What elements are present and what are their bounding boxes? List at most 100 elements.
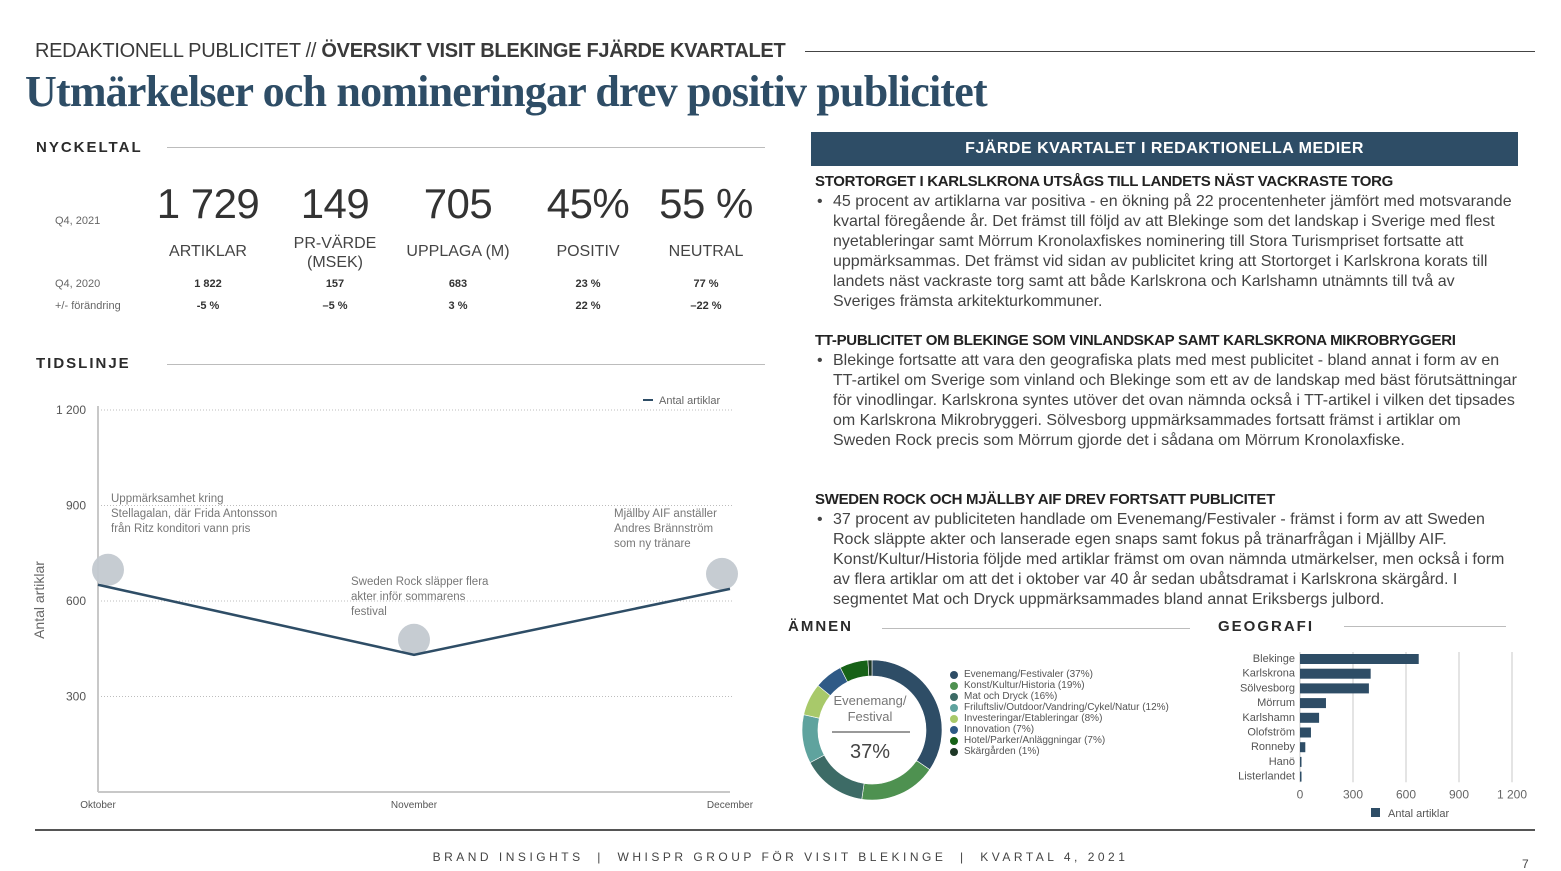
- donut-slice: [868, 660, 872, 676]
- news-heading: SWEDEN ROCK OCH MJÄLLBY AIF DREV FORTSAT…: [815, 490, 1520, 510]
- kicker-divider: [805, 51, 1535, 52]
- y-tick-label: 600: [66, 594, 86, 608]
- y-tick-label: 1 200: [56, 403, 86, 417]
- legend-swatch: [950, 671, 958, 679]
- donut-slice: [802, 715, 824, 763]
- kpi-label: UPPLAGA (M): [393, 242, 523, 261]
- donut-center-label: Evenemang/: [834, 693, 907, 708]
- annotation-line: akter inför sommarens: [351, 591, 466, 603]
- bar: [1300, 683, 1369, 693]
- legend-swatch: [950, 704, 958, 712]
- tidslinje-heading: TIDSLINJE: [36, 355, 131, 372]
- kpi-value: 1 729: [143, 180, 273, 228]
- bar: [1300, 713, 1319, 723]
- news-item-3: SWEDEN ROCK OCH MJÄLLBY AIF DREV FORTSAT…: [815, 490, 1520, 610]
- kicker-bold: ÖVERSIKT VISIT BLEKINGE FJÄRDE KVARTALET: [321, 40, 785, 62]
- bar: [1300, 757, 1302, 767]
- kpi-previous: 23 %: [523, 278, 653, 290]
- x-tick-label: 600: [1396, 787, 1416, 801]
- news-bullet: •Blekinge fortsatte att vara den geograf…: [815, 351, 1520, 451]
- amnen-divider: [882, 628, 1190, 629]
- y-tick-label: Olofström: [1247, 727, 1295, 739]
- geografi-divider: [1344, 626, 1506, 627]
- geografi-heading: GEOGRAFI: [1218, 618, 1314, 635]
- kpi-change: –22 %: [641, 300, 771, 312]
- annotation-line: festival: [351, 606, 387, 618]
- nyckeltal-divider: [167, 147, 765, 148]
- row-label-change: +/- förändring: [55, 300, 121, 312]
- legend-label: Evenemang/Festivaler (37%): [964, 669, 1093, 680]
- legend-item: Friluftsliv/Outdoor/Vandring/Cykel/Natur…: [950, 702, 1169, 713]
- news-item-2: TT-PUBLICITET OM BLEKINGE SOM VINLANDSKA…: [815, 331, 1520, 451]
- kpi-change: 3 %: [393, 300, 523, 312]
- legend-label: Antal artiklar: [1388, 808, 1449, 820]
- kpi-value: 149: [270, 180, 400, 228]
- annotation-line: Stellagalan, där Frida Antonsson: [111, 508, 277, 520]
- kpi-previous: 157: [270, 278, 400, 290]
- legend-item: Hotel/Parker/Anläggningar (7%): [950, 735, 1169, 746]
- legend-swatch: [950, 726, 958, 734]
- y-tick-label: Karlshamn: [1242, 712, 1295, 724]
- legend-swatch: [950, 715, 958, 723]
- amnen-heading: ÄMNEN: [788, 618, 853, 635]
- legend-label: Friluftsliv/Outdoor/Vandring/Cykel/Natur…: [964, 702, 1169, 713]
- legend-label: Antal artiklar: [659, 395, 720, 407]
- legend-swatch: [950, 682, 958, 690]
- event-bubble: [92, 554, 124, 586]
- row-label-previous: Q4, 2020: [55, 278, 100, 290]
- news-text: 45 procent av artiklarna var positiva - …: [833, 192, 1520, 312]
- legend-swatch: [1371, 808, 1380, 817]
- nyckeltal-heading: NYCKELTAL: [36, 139, 143, 156]
- kpi-previous: 683: [393, 278, 523, 290]
- footer-divider: [35, 829, 1535, 831]
- legend-item: Investeringar/Etableringar (8%): [950, 713, 1169, 724]
- bar: [1300, 728, 1311, 738]
- y-tick-label: Karlskrona: [1242, 668, 1295, 680]
- section-kicker: REDAKTIONELL PUBLICITET // ÖVERSIKT VISI…: [35, 40, 785, 63]
- kpi-label: POSITIV: [523, 242, 653, 261]
- legend-label: Konst/Kultur/Historia (19%): [964, 680, 1085, 691]
- annotation-line: Andres Brännström: [614, 523, 713, 535]
- y-axis-label: Antal artiklar: [31, 561, 47, 639]
- annotation-line: från Ritz konditori vann pris: [111, 523, 251, 535]
- news-banner: FJÄRDE KVARTALET I REDAKTIONELLA MEDIER: [811, 132, 1518, 166]
- annotation: Mjällby AIF anställer Andres Brännström so…: [614, 508, 717, 550]
- legend-item: Konst/Kultur/Historia (19%): [950, 680, 1169, 691]
- x-tick-label: December: [707, 800, 754, 811]
- news-heading: TT-PUBLICITET OM BLEKINGE SOM VINLANDSKA…: [815, 331, 1520, 351]
- kpi-label: NEUTRAL: [641, 242, 771, 261]
- y-tick-label: 300: [66, 690, 86, 704]
- kpi-value: 705: [393, 180, 523, 228]
- legend-label: Investeringar/Etableringar (8%): [964, 713, 1102, 724]
- x-tick-label: 0: [1297, 787, 1304, 801]
- x-tick-label: 300: [1343, 787, 1363, 801]
- annotation-line: som ny tränare: [614, 538, 691, 550]
- kpi-change: 22 %: [523, 300, 653, 312]
- bar: [1300, 772, 1302, 782]
- kpi-previous: 77 %: [641, 278, 771, 290]
- legend-item: Skärgården (1%): [950, 746, 1169, 757]
- legend-label: Skärgården (1%): [964, 746, 1040, 757]
- event-bubble: [398, 624, 430, 656]
- news-bullet: •45 procent av artiklarna var positiva -…: [815, 192, 1520, 312]
- y-tick-label: Listerlandet: [1238, 771, 1295, 783]
- bar: [1300, 654, 1419, 664]
- legend-swatch: [950, 737, 958, 745]
- donut-center-value: 37%: [850, 741, 890, 763]
- y-tick-label: 900: [66, 499, 86, 513]
- legend-item: Evenemang/Festivaler (37%): [950, 669, 1169, 680]
- bullet-icon: •: [815, 510, 833, 610]
- legend-item: Mat och Dryck (16%): [950, 691, 1169, 702]
- annotation: Sweden Rock släpper flera akter inför som…: [351, 576, 489, 618]
- x-tick-label: November: [391, 800, 438, 811]
- news-text: 37 procent av publiciteten handlade om E…: [833, 510, 1520, 610]
- x-tick-label: 1 200: [1497, 787, 1527, 801]
- bar: [1300, 698, 1326, 708]
- kpi-change: –5 %: [270, 300, 400, 312]
- news-heading: STORTORGET I KARLSLKRONA UTSÅGS TILL LAN…: [815, 172, 1520, 192]
- annotation-line: Mjällby AIF anställer: [614, 508, 717, 520]
- annotation-line: Sweden Rock släpper flera: [351, 576, 489, 588]
